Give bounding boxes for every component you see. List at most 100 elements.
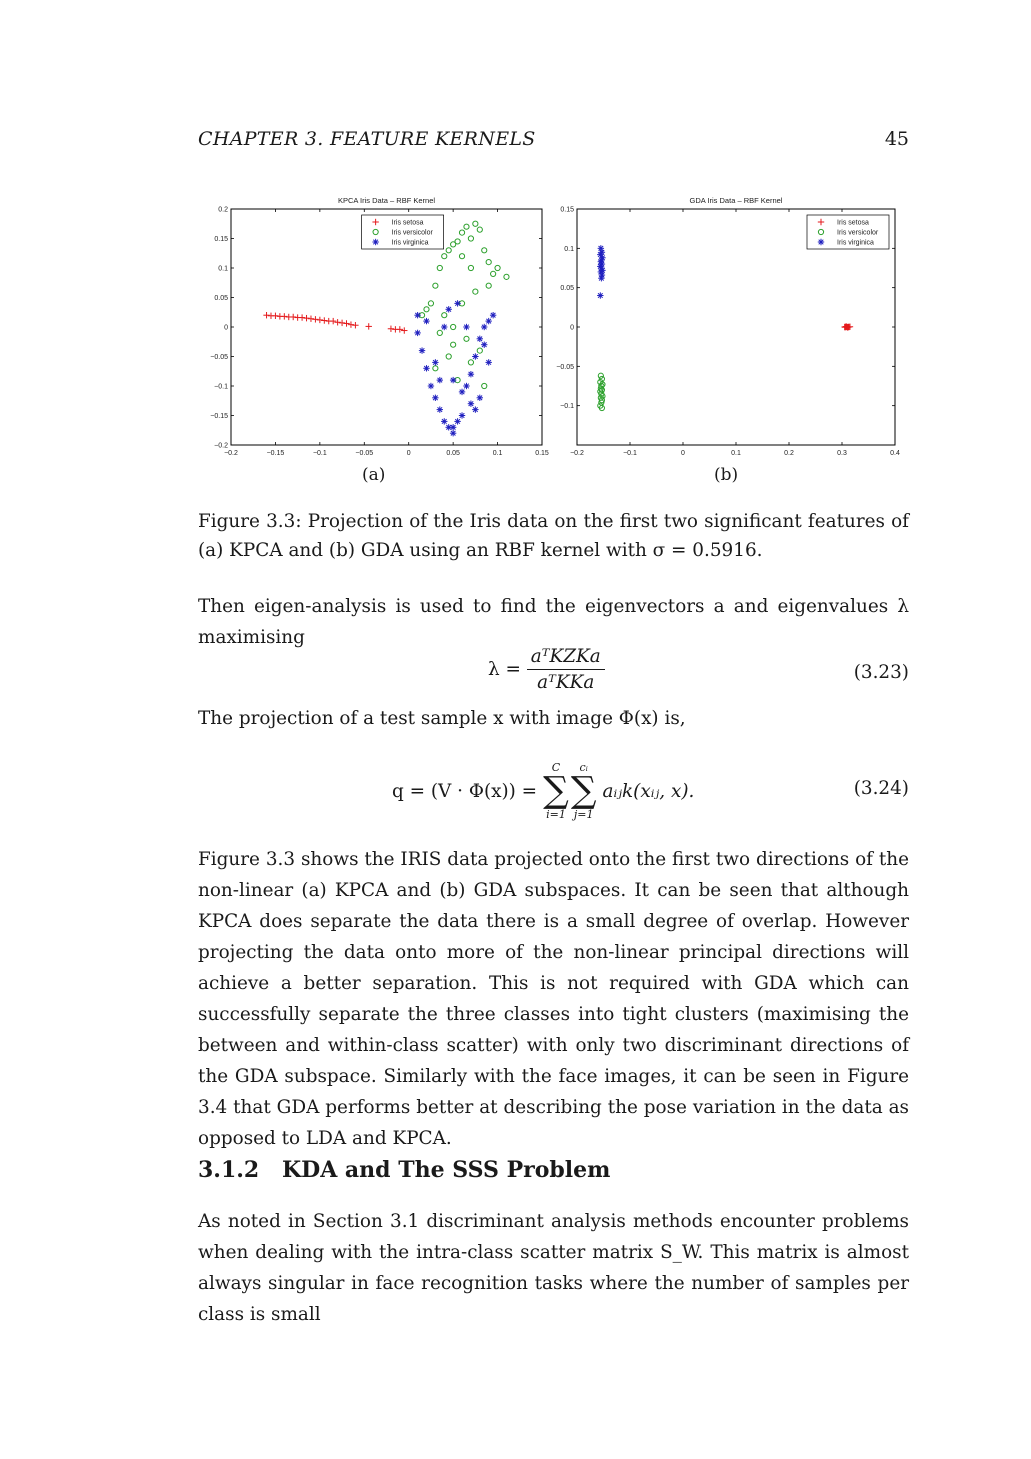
eq324-sum-i: C ∑ i=1 bbox=[543, 762, 569, 820]
data-point bbox=[454, 238, 461, 245]
data-point bbox=[598, 386, 606, 394]
data-point bbox=[396, 326, 404, 333]
data-point bbox=[467, 359, 475, 366]
legend-label: Iris versicolor bbox=[392, 230, 434, 237]
eq323-lhs: λ = bbox=[488, 659, 521, 680]
data-point bbox=[467, 400, 475, 407]
data-point bbox=[445, 353, 452, 360]
data-point bbox=[842, 323, 849, 330]
data-point bbox=[423, 317, 430, 325]
data-point bbox=[467, 235, 475, 242]
sigma-icon: ∑ bbox=[543, 770, 569, 811]
y-tick-label: −0.1 bbox=[214, 384, 228, 391]
eq324-sum-i-upper: C bbox=[551, 761, 561, 774]
x-tick-label: 0 bbox=[407, 450, 411, 457]
data-point bbox=[436, 406, 444, 413]
y-tick-label: −0.15 bbox=[210, 413, 228, 420]
data-point bbox=[365, 323, 372, 330]
data-point bbox=[303, 314, 310, 322]
x-tick-label: 0.2 bbox=[784, 450, 794, 457]
series-iris-setosa bbox=[841, 323, 854, 331]
data-point bbox=[472, 288, 479, 295]
data-point bbox=[436, 376, 444, 384]
data-point bbox=[458, 253, 466, 260]
data-point bbox=[334, 319, 341, 326]
data-point bbox=[423, 306, 430, 313]
data-point bbox=[454, 300, 461, 307]
x-tick-label: 0.3 bbox=[837, 450, 847, 457]
legend-label: Iris versicolor bbox=[837, 230, 879, 237]
y-tick-label: 0.15 bbox=[214, 236, 228, 243]
data-point bbox=[441, 253, 448, 260]
y-tick-label: −0.05 bbox=[556, 364, 574, 371]
data-point bbox=[463, 223, 470, 230]
chart-title: GDA Iris Data – RBF Kernel bbox=[690, 196, 783, 205]
data-point bbox=[597, 372, 604, 379]
data-point bbox=[458, 388, 466, 396]
data-point bbox=[598, 397, 606, 404]
gda-scatter-plot: GDA Iris Data – RBF Kernel −0.2 −0.1 0 0.1 0.… bbox=[556, 196, 900, 457]
eq324-sum-j: cᵢ ∑ j=1 bbox=[571, 762, 597, 820]
legend-label: Iris virginica bbox=[837, 240, 874, 247]
data-point bbox=[467, 264, 475, 272]
data-point bbox=[450, 341, 457, 348]
data-point bbox=[463, 323, 470, 331]
data-point bbox=[316, 316, 324, 324]
y-tick-label: 0.1 bbox=[564, 246, 574, 253]
data-point bbox=[485, 317, 492, 325]
x-tick-label: −0.1 bbox=[313, 450, 327, 457]
data-point bbox=[427, 382, 435, 390]
data-point bbox=[489, 312, 497, 319]
data-point bbox=[432, 365, 439, 372]
data-point bbox=[472, 406, 479, 413]
y-tick-label: 0.05 bbox=[560, 285, 574, 292]
data-point bbox=[485, 359, 492, 366]
legend-label: Iris setosa bbox=[837, 220, 869, 227]
eq324-label: (3.24) bbox=[853, 778, 909, 799]
data-point bbox=[281, 313, 288, 320]
figure-panel-a: KPCA Iris Data – RBF Kernel −0.2 −0.15 −0.1… bbox=[196, 190, 549, 465]
running-title: CHAPTER 3. FEATURE KERNELS bbox=[198, 128, 536, 150]
data-point bbox=[472, 353, 479, 360]
eq324-rhs: aᵢⱼk(xᵢⱼ, x). bbox=[602, 780, 695, 802]
x-tick-label: 0.1 bbox=[493, 450, 503, 457]
data-point bbox=[481, 341, 488, 348]
sigma-icon: ∑ bbox=[570, 770, 597, 811]
y-tick-label: 0 bbox=[224, 325, 228, 332]
data-point bbox=[494, 264, 501, 272]
data-point bbox=[441, 312, 448, 319]
panel-b-label: (b) bbox=[714, 465, 739, 485]
data-point bbox=[441, 418, 448, 425]
equation-3-23: λ = aᵀKZKa aᵀKKa (3.23) bbox=[198, 646, 909, 702]
eq323-fraction: aᵀKZKa aᵀKKa bbox=[526, 646, 605, 693]
data-point bbox=[307, 315, 315, 322]
y-tick-label: −0.1 bbox=[560, 403, 574, 410]
data-point bbox=[472, 220, 479, 227]
data-point bbox=[458, 412, 466, 419]
x-tick-label: −0.2 bbox=[224, 450, 238, 457]
x-tick-label: 0.15 bbox=[535, 450, 549, 457]
data-point bbox=[436, 329, 443, 336]
paragraph-3: Figure 3.3 shows the IRIS data projected… bbox=[198, 849, 909, 1149]
x-tick-label: −0.2 bbox=[570, 450, 584, 457]
x-tick-label: 0.05 bbox=[446, 450, 460, 457]
data-point bbox=[347, 321, 355, 328]
page-header: CHAPTER 3. FEATURE KERNELS 45 bbox=[198, 128, 909, 154]
data-point bbox=[481, 323, 488, 331]
data-point bbox=[290, 313, 297, 321]
panel-a-label: (a) bbox=[362, 465, 386, 485]
data-point bbox=[432, 394, 439, 401]
data-point bbox=[427, 300, 435, 307]
equation-3-24: q = (V · Φ(x)) = C ∑ i=1 cᵢ ∑ j=1 aᵢⱼk(x… bbox=[198, 756, 909, 826]
data-point bbox=[463, 382, 470, 390]
y-tick-label: 0.05 bbox=[214, 295, 228, 302]
figure-caption: Figure 3.3: Projection of the Iris data … bbox=[198, 511, 909, 561]
y-tick-label: 0.1 bbox=[218, 266, 228, 273]
data-point bbox=[467, 371, 475, 378]
data-point bbox=[312, 316, 319, 323]
eq323-label: (3.23) bbox=[853, 662, 909, 683]
data-point bbox=[423, 365, 430, 372]
y-tick-label: 0.15 bbox=[560, 207, 574, 214]
data-point bbox=[343, 320, 350, 327]
data-point bbox=[598, 275, 605, 282]
